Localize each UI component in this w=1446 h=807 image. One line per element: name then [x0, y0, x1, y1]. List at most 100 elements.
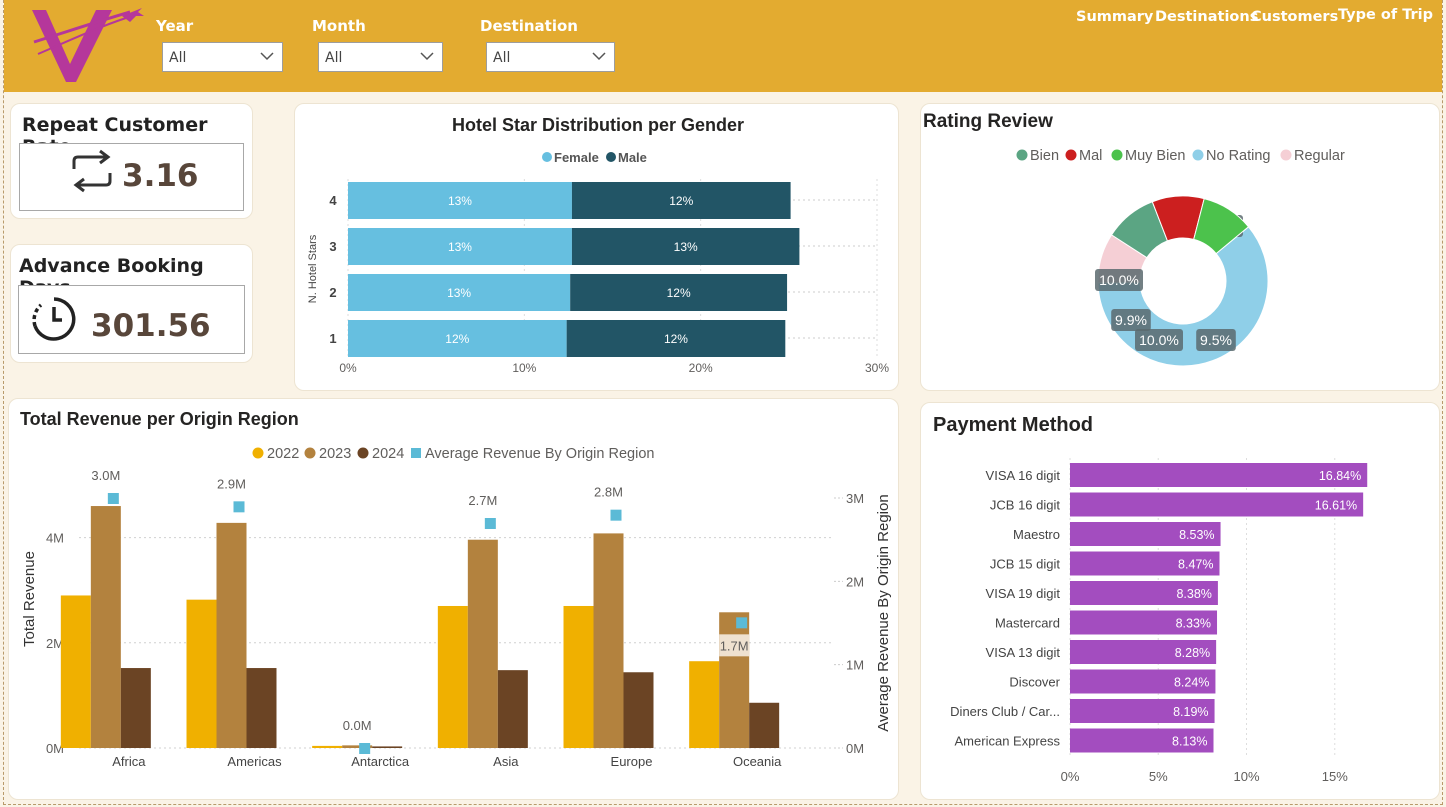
avg-marker: [107, 493, 119, 504]
bar-2023: [467, 539, 498, 748]
bar-2022: [437, 605, 468, 748]
chevron-down-icon: [420, 52, 434, 61]
dropdown-value: All: [325, 50, 343, 66]
filter-label: Destination: [480, 17, 578, 35]
legend-label: Average Revenue By Origin Region: [425, 446, 654, 462]
y-tick-label: VISA 13 digit: [986, 645, 1061, 660]
bar: [1070, 492, 1364, 517]
bar-2024: [246, 668, 277, 748]
data-label: 8.33%: [1176, 617, 1211, 631]
data-label: 8.47%: [1178, 558, 1213, 572]
nav-destinations[interactable]: Destinations: [1155, 9, 1259, 25]
y-tick-label: VISA 16 digit: [986, 468, 1061, 483]
slice-muy-bien: [1193, 198, 1250, 255]
data-label: 8.19%: [1173, 705, 1208, 719]
data-label: 8.28%: [1175, 646, 1210, 660]
chart-title: Rating Review: [923, 111, 1053, 132]
legend-label: Mal: [1079, 148, 1102, 164]
advance-booking-card: Advance Booking Days 301.56: [10, 244, 253, 363]
year-dropdown[interactable]: All: [162, 42, 283, 72]
bar-male: [570, 274, 788, 311]
data-label: 2.8M: [594, 485, 623, 500]
kpi-value: 3.16: [122, 158, 199, 194]
data-label: 8.53%: [1179, 528, 1214, 542]
data-label-bg: [1196, 329, 1236, 351]
data-label-bg: [1111, 309, 1151, 331]
payment-method-card: Payment Method 0% 5% 10% 15% VISA 16 digit 16.…: [920, 402, 1440, 800]
month-dropdown[interactable]: All: [318, 42, 443, 72]
revenue-card: Total Revenue per Origin Region 2022 2023 2…: [8, 398, 899, 800]
bar: [1070, 581, 1218, 605]
logo: [32, 8, 144, 82]
data-label-bg: [719, 634, 750, 657]
x-tick-label: 15%: [1322, 769, 1348, 784]
bar-2022: [689, 661, 720, 748]
data-label: 9.9%: [1115, 312, 1147, 328]
legend-label: No Rating: [1206, 148, 1270, 164]
chart-title: Total Revenue per Origin Region: [20, 409, 299, 429]
bar-2022: [60, 595, 91, 748]
y-tick-label: 2: [329, 285, 336, 300]
kpi-box: 301.56: [18, 285, 245, 354]
y-tick-label: Diners Club / Car...: [950, 704, 1060, 719]
bar-2024: [120, 668, 151, 748]
bar-2022: [312, 745, 343, 748]
legend-marker: [1111, 149, 1123, 161]
bar: [1070, 699, 1215, 723]
kpi-value: 301.56: [91, 308, 211, 344]
bar: [1070, 463, 1368, 487]
y-tick-label: Maestro: [1013, 527, 1060, 542]
bar: [1070, 551, 1220, 576]
filter-label: Month: [312, 17, 366, 35]
y-tick-label: 3: [329, 239, 336, 254]
bar: [1070, 640, 1217, 664]
y-tick-label: VISA 19 digit: [986, 586, 1061, 601]
x-tick-label: 30%: [865, 361, 889, 375]
y-axis-title: Total Revenue: [21, 551, 38, 647]
filter-month: Month All: [312, 17, 443, 72]
legend-label: 2022: [267, 446, 299, 462]
bar: [1070, 522, 1221, 546]
y-tick-label: 4: [329, 193, 337, 208]
chart-title: Hotel Star Distribution per Gender: [452, 115, 744, 135]
data-label: 10.0%: [1139, 332, 1179, 348]
avg-marker: [736, 617, 748, 629]
legend-marker: [542, 152, 552, 162]
x-tick-label: Americas: [227, 754, 282, 769]
data-label: 16.84%: [1319, 469, 1361, 483]
avg-marker: [610, 509, 622, 521]
bar-2023: [719, 612, 750, 748]
nav-type-of-trip[interactable]: Type of Trip: [1338, 7, 1434, 23]
bar-male: [571, 182, 791, 219]
legend-marker: [606, 152, 616, 162]
data-label: 13%: [448, 240, 472, 254]
bar-2023: [342, 745, 373, 748]
nav-summary[interactable]: Summary: [1076, 9, 1154, 25]
legend-label: 2024: [372, 446, 404, 462]
data-label: 1.7M: [720, 638, 749, 653]
data-label: 0.0M: [343, 718, 372, 733]
data-label-bg: [1095, 269, 1143, 291]
bar-male: [571, 228, 800, 265]
dropdown-value: All: [169, 50, 187, 66]
data-label: 2.7M: [468, 493, 497, 508]
bar-male: [566, 320, 786, 357]
filter-destination: Destination All: [480, 17, 615, 72]
bar-2024: [497, 670, 528, 748]
y-tick-label: 4M: [46, 531, 64, 546]
bar: [1070, 669, 1216, 694]
bar-female: [348, 320, 567, 357]
nav-customers[interactable]: Customers: [1251, 9, 1339, 25]
x-tick-label: Africa: [112, 754, 146, 769]
y2-tick-label: 0M: [846, 741, 864, 756]
repeat-icon: [72, 149, 112, 193]
destination-dropdown[interactable]: All: [486, 42, 615, 72]
bar-2024: [623, 672, 654, 748]
bar-2022: [186, 599, 217, 748]
avg-marker: [359, 743, 371, 754]
data-label: 10.0%: [1099, 272, 1139, 288]
data-label: 12%: [667, 286, 691, 300]
x-tick-label: Europe: [611, 754, 653, 769]
bar-2023: [90, 506, 121, 748]
data-label: 13%: [447, 286, 471, 300]
